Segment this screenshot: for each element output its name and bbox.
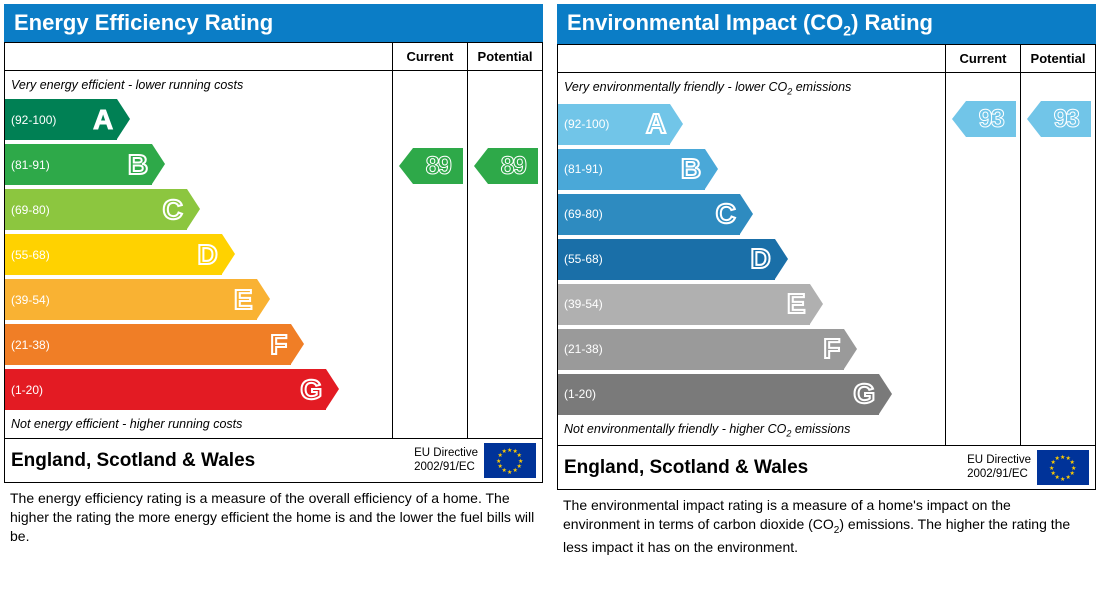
bottom-note: Not environmentally friendly - higher CO… — [558, 419, 945, 442]
band-letter: D — [189, 239, 221, 271]
band-range: (81-91) — [558, 162, 673, 176]
potential-pointer: 93 — [1027, 101, 1091, 137]
eu-flag-icon: ★★★★★★★★★★★★ — [1037, 450, 1089, 485]
band-range: (1-20) — [558, 387, 845, 401]
band-letter: E — [226, 284, 257, 316]
band-range: (1-20) — [5, 383, 292, 397]
band-range: (39-54) — [558, 297, 779, 311]
rating-band-f: (21-38) F — [5, 324, 392, 365]
band-range: (55-68) — [5, 248, 189, 262]
band-letter: F — [815, 333, 844, 365]
header-current: Current — [945, 45, 1020, 72]
footer-row: England, Scotland & Wales EU Directive20… — [5, 438, 542, 482]
current-pointer-value: 89 — [426, 152, 451, 181]
panel-description: The environmental impact rating is a mea… — [557, 490, 1096, 556]
header-row: Current Potential — [5, 43, 542, 71]
band-letter: B — [673, 153, 705, 185]
top-note: Very energy efficient - lower running co… — [5, 75, 392, 95]
band-range: (21-38) — [5, 338, 262, 352]
region-label: England, Scotland & Wales — [11, 450, 414, 472]
potential-column: 89 — [467, 71, 542, 438]
band-range: (81-91) — [5, 158, 120, 172]
band-range: (21-38) — [558, 342, 815, 356]
rating-band-a: (92-100) A — [5, 99, 392, 140]
band-range: (92-100) — [5, 113, 85, 127]
rating-band-g: (1-20) G — [558, 374, 945, 415]
band-range: (39-54) — [5, 293, 226, 307]
current-pointer-value: 93 — [979, 105, 1004, 134]
energy-efficiency-panel: Energy Efficiency Rating Current Potenti… — [4, 4, 543, 556]
rating-band-c: (69-80) C — [5, 189, 392, 230]
potential-pointer-value: 93 — [1054, 105, 1079, 134]
band-range: (92-100) — [558, 117, 638, 131]
rating-band-b: (81-91) B — [5, 144, 392, 185]
bands-column: Very energy efficient - lower running co… — [5, 71, 392, 438]
rating-band-d: (55-68) D — [5, 234, 392, 275]
header-row: Current Potential — [558, 45, 1095, 73]
rating-band-c: (69-80) C — [558, 194, 945, 235]
rating-band-g: (1-20) G — [5, 369, 392, 410]
band-letter: A — [638, 108, 670, 140]
eu-flag-icon: ★★★★★★★★★★★★ — [484, 443, 536, 478]
band-letter: C — [155, 194, 187, 226]
rating-band-e: (39-54) E — [5, 279, 392, 320]
band-range: (69-80) — [558, 207, 708, 221]
band-letter: G — [292, 374, 326, 406]
current-column: 89 — [392, 71, 467, 438]
current-pointer: 89 — [399, 148, 463, 184]
rating-band-d: (55-68) D — [558, 239, 945, 280]
band-letter: C — [708, 198, 740, 230]
header-potential: Potential — [467, 43, 542, 70]
rating-band-b: (81-91) B — [558, 149, 945, 190]
band-letter: F — [262, 329, 291, 361]
band-letter: B — [120, 149, 152, 181]
band-letter: E — [779, 288, 810, 320]
directive-label: EU Directive2002/91/EC — [414, 447, 484, 475]
chart-box: Current Potential Very energy efficient … — [4, 42, 543, 483]
top-note: Very environmentally friendly - lower CO… — [558, 77, 945, 100]
bottom-note: Not energy efficient - higher running co… — [5, 414, 392, 434]
header-current: Current — [392, 43, 467, 70]
environmental-impact-panel: Environmental Impact (CO2) Rating Curren… — [557, 4, 1096, 556]
band-letter: A — [85, 104, 117, 136]
potential-column: 93 — [1020, 73, 1095, 445]
current-pointer: 93 — [952, 101, 1016, 137]
bands-column: Very environmentally friendly - lower CO… — [558, 73, 945, 445]
band-range: (55-68) — [558, 252, 742, 266]
region-label: England, Scotland & Wales — [564, 457, 967, 479]
potential-pointer: 89 — [474, 148, 538, 184]
directive-label: EU Directive2002/91/EC — [967, 454, 1037, 482]
panel-title: Environmental Impact (CO2) Rating — [557, 4, 1096, 44]
panel-description: The energy efficiency rating is a measur… — [4, 483, 543, 546]
chart-box: Current Potential Very environmentally f… — [557, 44, 1096, 490]
rating-band-a: (92-100) A — [558, 104, 945, 145]
header-potential: Potential — [1020, 45, 1095, 72]
panel-title: Energy Efficiency Rating — [4, 4, 543, 42]
rating-band-f: (21-38) F — [558, 329, 945, 370]
rating-band-e: (39-54) E — [558, 284, 945, 325]
band-letter: D — [742, 243, 774, 275]
band-letter: G — [845, 378, 879, 410]
footer-row: England, Scotland & Wales EU Directive20… — [558, 445, 1095, 489]
band-range: (69-80) — [5, 203, 155, 217]
potential-pointer-value: 89 — [501, 152, 526, 181]
current-column: 93 — [945, 73, 1020, 445]
